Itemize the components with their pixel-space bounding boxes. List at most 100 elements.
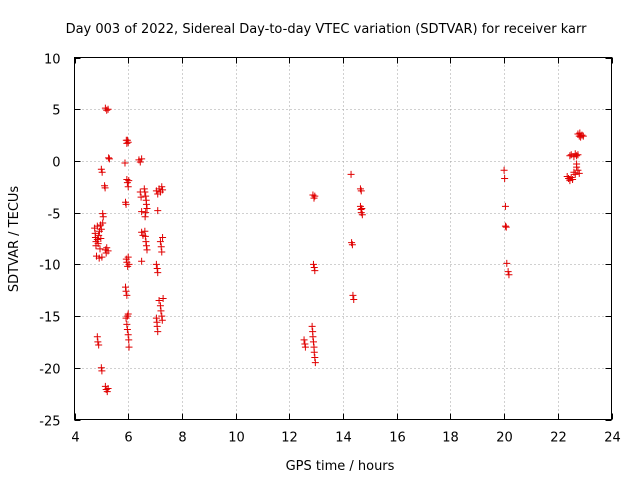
data-point (142, 209, 150, 217)
data-point (152, 314, 160, 322)
data-point (501, 222, 509, 230)
data-point (158, 316, 166, 324)
y-tick-label: 0 (52, 156, 60, 171)
data-point (347, 170, 355, 178)
data-point (124, 331, 132, 339)
data-point (97, 235, 105, 242)
data-point (104, 384, 112, 392)
x-tick-label: 20 (496, 431, 513, 446)
y-tick-label: -25 (39, 415, 60, 430)
data-point (96, 245, 104, 253)
data-point (309, 260, 317, 268)
x-tick-label: 10 (228, 431, 245, 446)
data-point (504, 268, 512, 276)
x-tick-label: 24 (604, 431, 621, 446)
data-point (93, 236, 101, 244)
data-point (122, 283, 130, 291)
data-point (123, 176, 131, 184)
data-point (94, 338, 102, 346)
data-point (122, 287, 130, 295)
y-tick-label: -15 (39, 311, 60, 326)
data-point (138, 228, 146, 236)
y-tick-label: 5 (52, 104, 60, 119)
data-point (309, 338, 317, 346)
data-point (93, 222, 101, 230)
data-point (358, 205, 366, 213)
data-point (125, 260, 133, 268)
data-point (158, 248, 166, 256)
data-point (141, 227, 149, 235)
data-point (308, 322, 316, 330)
y-tick-label: -20 (39, 363, 60, 378)
data-point (310, 263, 318, 271)
data-point (101, 184, 109, 192)
data-point (154, 328, 162, 336)
data-point (123, 139, 131, 147)
chart-title: Day 003 of 2022, Sidereal Day-to-day VTE… (66, 22, 588, 37)
data-point (349, 291, 357, 299)
data-point (357, 187, 365, 195)
data-point (98, 253, 106, 261)
axis-ticks: 4 6 8 10 12 14 16 18 20 22 24 10 5 0 -5 -10 -15 -20 -25 (39, 53, 621, 446)
data-point (103, 244, 111, 252)
data-point (159, 233, 167, 241)
data-point (574, 166, 582, 174)
data-point (95, 341, 103, 349)
data-point (140, 185, 148, 193)
data-point (125, 343, 133, 351)
data-point (159, 186, 167, 194)
data-point (98, 168, 106, 176)
data-point (124, 310, 132, 318)
data-point (571, 170, 579, 178)
y-tick-label: 10 (44, 53, 61, 68)
data-point (156, 238, 164, 246)
data-point (503, 259, 511, 267)
data-point (141, 188, 149, 196)
y-tick-label: -10 (39, 259, 60, 274)
x-tick-label: 4 (71, 431, 79, 446)
y-tick-label: -5 (48, 208, 61, 223)
data-point (311, 359, 319, 367)
x-tick-label: 8 (178, 431, 186, 446)
data-point (348, 241, 356, 249)
data-point (301, 340, 309, 348)
data-point (157, 307, 165, 315)
data-point (142, 238, 150, 246)
data-point (152, 260, 160, 268)
data-point (574, 151, 582, 159)
data-point (309, 333, 317, 341)
data-point (97, 225, 105, 233)
data-point (136, 158, 144, 166)
data-point (155, 297, 163, 305)
plot-frame (74, 57, 612, 420)
data-point (104, 105, 112, 113)
data-point (138, 155, 146, 163)
data-point (154, 207, 162, 215)
y-axis-label: SDTVAR / TECUs (7, 186, 22, 293)
x-axis-label: GPS time / hours (286, 459, 395, 474)
data-point (93, 333, 101, 341)
data-point (142, 242, 150, 250)
data-point (154, 269, 162, 277)
data-point (103, 106, 111, 114)
data-point (123, 320, 131, 328)
data-point (153, 322, 161, 330)
data-point (158, 183, 166, 191)
data-point (141, 232, 149, 240)
data-point (97, 165, 105, 173)
data-point (301, 343, 309, 351)
data-point (137, 193, 145, 201)
data-point (99, 213, 107, 221)
data-point (142, 200, 150, 208)
data-point (122, 200, 130, 208)
data-point (138, 208, 146, 216)
data-point (309, 191, 317, 199)
data-point (141, 213, 149, 221)
data-points (91, 104, 587, 396)
x-tick-label: 16 (389, 431, 406, 446)
data-point (501, 175, 509, 183)
data-point (123, 326, 131, 334)
x-tick-label: 12 (281, 431, 298, 446)
data-point (99, 210, 107, 218)
